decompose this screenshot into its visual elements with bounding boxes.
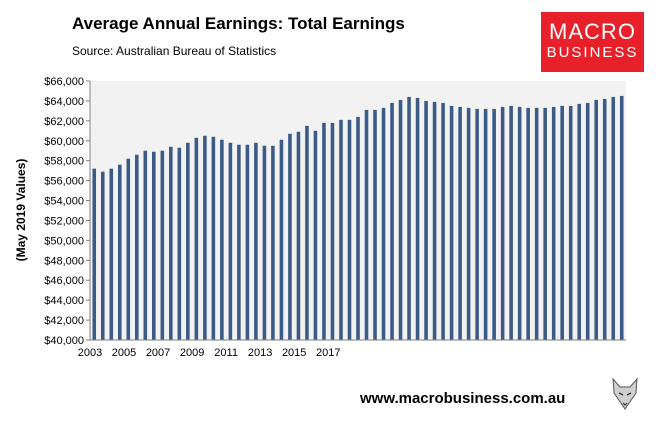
bar bbox=[186, 142, 190, 340]
bar bbox=[135, 154, 139, 340]
bar bbox=[534, 107, 539, 341]
bar bbox=[126, 158, 131, 340]
bar bbox=[356, 116, 360, 340]
bar bbox=[194, 137, 199, 340]
fox-icon bbox=[608, 373, 642, 413]
bar bbox=[424, 100, 428, 340]
bar bbox=[347, 119, 352, 340]
macrobusiness-logo: MACRO BUSINESS bbox=[541, 12, 644, 72]
y-tick-label: $60,000 bbox=[44, 136, 84, 148]
bar bbox=[271, 145, 275, 340]
bar bbox=[577, 103, 581, 340]
bar bbox=[543, 107, 547, 341]
bar bbox=[441, 102, 445, 340]
bar bbox=[373, 109, 377, 340]
bar-series bbox=[92, 95, 624, 341]
y-tick-label: $40,000 bbox=[44, 335, 84, 347]
footer-website-link[interactable]: www.macrobusiness.com.au bbox=[360, 390, 566, 407]
bar bbox=[415, 97, 420, 341]
y-tick-label: $66,000 bbox=[44, 76, 84, 88]
bar bbox=[296, 131, 301, 340]
bar bbox=[152, 151, 156, 340]
y-axis: $40,000 $42,000 $44,000 $46,000 $48,000 $50,0… bbox=[44, 76, 90, 347]
y-tick-label: $50,000 bbox=[44, 235, 84, 247]
x-tick-label: 2011 bbox=[214, 347, 238, 359]
bar bbox=[466, 107, 471, 341]
bar bbox=[245, 144, 250, 340]
bar bbox=[585, 102, 590, 340]
bar bbox=[143, 150, 148, 340]
bar bbox=[339, 119, 343, 340]
bar bbox=[254, 142, 258, 340]
y-tick-label: $58,000 bbox=[44, 156, 84, 168]
bar bbox=[100, 171, 105, 340]
chart-source: Source: Australian Bureau of Statistics bbox=[72, 44, 277, 58]
bar bbox=[492, 108, 496, 340]
bar bbox=[560, 105, 564, 341]
x-tick-label: 2009 bbox=[180, 347, 204, 359]
bar bbox=[509, 105, 513, 341]
bar bbox=[169, 146, 173, 340]
y-tick-label: $56,000 bbox=[44, 176, 84, 188]
bar bbox=[611, 96, 616, 340]
x-tick-label: 2005 bbox=[112, 347, 136, 359]
x-tick-label: 2017 bbox=[316, 347, 340, 359]
bar bbox=[364, 109, 369, 340]
y-tick-label: $64,000 bbox=[44, 96, 84, 108]
y-tick-label: $48,000 bbox=[44, 255, 84, 267]
logo-line-2: BUSINESS bbox=[546, 44, 639, 61]
bar bbox=[322, 122, 326, 340]
bar bbox=[177, 147, 182, 340]
bar bbox=[220, 139, 224, 340]
bar bbox=[483, 108, 488, 340]
bar bbox=[211, 136, 216, 340]
x-tick-label: 2007 bbox=[146, 347, 170, 359]
x-tick-label: 2013 bbox=[248, 347, 272, 359]
bar bbox=[449, 105, 454, 341]
y-tick-label: $44,000 bbox=[44, 295, 84, 307]
y-tick-label: $42,000 bbox=[44, 315, 84, 327]
chart-title: Average Annual Earnings: Total Earnings bbox=[72, 14, 405, 33]
y-tick-label: $46,000 bbox=[44, 275, 84, 287]
bar bbox=[237, 144, 241, 340]
bar bbox=[475, 108, 479, 340]
bar bbox=[594, 99, 599, 341]
bar bbox=[526, 107, 530, 341]
bar bbox=[619, 95, 624, 340]
y-tick-label: $62,000 bbox=[44, 116, 84, 128]
y-tick-label: $54,000 bbox=[44, 196, 84, 208]
bar bbox=[517, 106, 522, 341]
bar bbox=[500, 106, 505, 341]
bar bbox=[305, 125, 309, 340]
bar bbox=[458, 106, 462, 341]
y-tick-label: $52,000 bbox=[44, 215, 84, 227]
bar bbox=[432, 101, 437, 340]
bar bbox=[262, 145, 267, 340]
bar bbox=[602, 98, 607, 341]
bar bbox=[381, 107, 386, 341]
bar bbox=[551, 106, 556, 341]
bar bbox=[117, 164, 122, 340]
x-tick-label: 2003 bbox=[78, 347, 102, 359]
bar bbox=[398, 99, 403, 341]
bar bbox=[568, 105, 573, 341]
bar bbox=[313, 130, 318, 340]
x-axis: 2003 2005 2007 2009 2011 2013 2015 2017 bbox=[78, 347, 341, 359]
bar bbox=[288, 133, 292, 340]
bar bbox=[390, 102, 394, 340]
x-tick-label: 2015 bbox=[282, 347, 306, 359]
bar bbox=[407, 96, 411, 340]
bar bbox=[279, 139, 284, 340]
bar bbox=[203, 135, 207, 340]
bar bbox=[228, 142, 233, 340]
bar bbox=[330, 122, 335, 340]
y-axis-label: (May 2019 Values) bbox=[14, 159, 28, 262]
bar bbox=[160, 150, 165, 340]
bar bbox=[92, 168, 97, 340]
logo-line-1: MACRO bbox=[549, 19, 636, 44]
bar bbox=[109, 168, 114, 340]
